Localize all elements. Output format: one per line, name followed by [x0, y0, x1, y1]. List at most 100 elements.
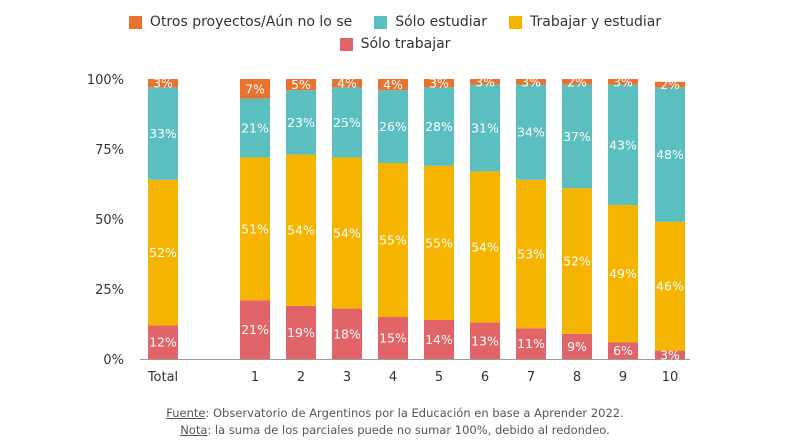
bar-segment: [378, 90, 408, 163]
bar-segment: [286, 90, 316, 155]
x-tick-label: 4: [389, 370, 397, 385]
y-tick-label: 100%: [87, 73, 124, 88]
note-label: Nota: [180, 423, 208, 437]
x-tick-label: 7: [527, 370, 535, 385]
data-label: 28%: [425, 119, 453, 134]
data-label: 55%: [425, 235, 453, 250]
x-tick-label: 10: [662, 370, 679, 385]
data-label: 26%: [379, 119, 407, 134]
data-label: 3%: [660, 347, 680, 362]
x-tick-label: 3: [343, 370, 351, 385]
bar-segment: [240, 98, 270, 158]
data-label: 53%: [517, 247, 545, 262]
bar-segment: [424, 165, 454, 320]
legend-swatch-otros: [128, 15, 142, 29]
bar-segment: [424, 79, 454, 88]
bar-segment: [286, 154, 316, 306]
x-tick-label: 8: [573, 370, 581, 385]
legend-item-solo-estudiar: Sólo estudiar: [374, 14, 487, 30]
bar-segment: [562, 79, 592, 85]
data-label: 54%: [287, 223, 315, 238]
x-tick-label: 6: [481, 370, 489, 385]
note-line: Nota: la suma de los parciales puede no …: [0, 422, 790, 439]
data-label: 54%: [471, 240, 499, 255]
bar-segment: [655, 87, 685, 222]
bar-segment: [240, 300, 270, 359]
data-label: 3%: [613, 74, 633, 89]
data-label: 4%: [337, 76, 357, 91]
bar-segment: [516, 328, 546, 359]
data-label: 3%: [153, 76, 173, 91]
bar-segment: [148, 79, 178, 88]
data-label: 3%: [475, 74, 495, 89]
data-label: 48%: [656, 147, 684, 162]
y-tick-label: 75%: [95, 143, 124, 158]
data-label: 9%: [567, 339, 587, 354]
data-label: 18%: [333, 326, 361, 341]
legend-item-otros: Otros proyectos/Aún no lo se: [128, 14, 353, 30]
data-label: 5%: [291, 77, 311, 92]
bar-segment: [240, 157, 270, 301]
bar-segment: [655, 81, 685, 88]
y-tick-label: 50%: [95, 213, 124, 228]
bar-segment: [516, 79, 546, 85]
bar-segment: [424, 319, 454, 359]
bar-segment: [608, 342, 638, 359]
bar-segment: [562, 333, 592, 359]
x-tick-label: 5: [435, 370, 443, 385]
bar-segment: [332, 79, 362, 88]
bar-segment: [378, 317, 408, 359]
legend: Otros proyectos/Aún no lo se Sólo estudi…: [0, 14, 790, 58]
source-text: : Observatorio de Argentinos por la Educ…: [205, 406, 624, 420]
bar-segment: [240, 79, 270, 99]
data-label: 37%: [563, 129, 591, 144]
bar-segment: [286, 305, 316, 359]
x-tick-label: Total: [147, 370, 178, 385]
bar-segment: [332, 157, 362, 309]
bar-segment: [516, 84, 546, 180]
data-label: 33%: [149, 126, 177, 141]
data-label: 14%: [425, 332, 453, 347]
bar-segment: [470, 79, 500, 85]
data-label: 13%: [471, 333, 499, 348]
data-label: 31%: [471, 121, 499, 136]
data-label: 52%: [563, 254, 591, 269]
source-label: Fuente: [166, 406, 206, 420]
legend-swatch-trabajar-y-estudiar: [508, 15, 522, 29]
bar-segment: [562, 84, 592, 189]
source-line: Fuente: Observatorio de Argentinos por l…: [0, 405, 790, 422]
legend-row-2: Sólo trabajar: [0, 36, 790, 52]
data-label: 4%: [383, 77, 403, 92]
bar-segment: [655, 350, 685, 359]
bar-segment: [655, 221, 685, 351]
data-label: 7%: [245, 81, 265, 96]
data-label: 54%: [333, 226, 361, 241]
legend-label-otros: Otros proyectos/Aún no lo se: [149, 14, 353, 30]
x-tick-label: 2: [297, 370, 305, 385]
data-label: 19%: [287, 325, 315, 340]
bar-segment: [516, 179, 546, 329]
data-label: 11%: [517, 336, 545, 351]
bar-segment: [378, 163, 408, 317]
data-label: 21%: [241, 121, 269, 136]
data-label: 3%: [521, 74, 541, 89]
bar-segment: [148, 325, 178, 359]
data-label: 6%: [613, 343, 633, 358]
legend-label-solo-trabajar: Sólo trabajar: [360, 36, 451, 52]
data-label: 51%: [241, 221, 269, 236]
bar-segment: [378, 79, 408, 91]
bar-segment: [148, 179, 178, 326]
legend-item-trabajar-y-estudiar: Trabajar y estudiar: [508, 14, 661, 30]
legend-row-1: Otros proyectos/Aún no lo se Sólo estudi…: [0, 14, 790, 30]
data-label: 23%: [287, 115, 315, 130]
data-label: 52%: [149, 245, 177, 260]
bar-segment: [332, 308, 362, 359]
note-text: : la suma de los parciales puede no suma…: [207, 423, 610, 437]
legend-swatch-solo-estudiar: [374, 15, 388, 29]
legend-swatch-solo-trabajar: [339, 37, 353, 51]
data-label: 34%: [517, 125, 545, 140]
y-tick-label: 25%: [95, 283, 124, 298]
data-label: 3%: [429, 76, 449, 91]
legend-item-solo-trabajar: Sólo trabajar: [339, 36, 451, 52]
